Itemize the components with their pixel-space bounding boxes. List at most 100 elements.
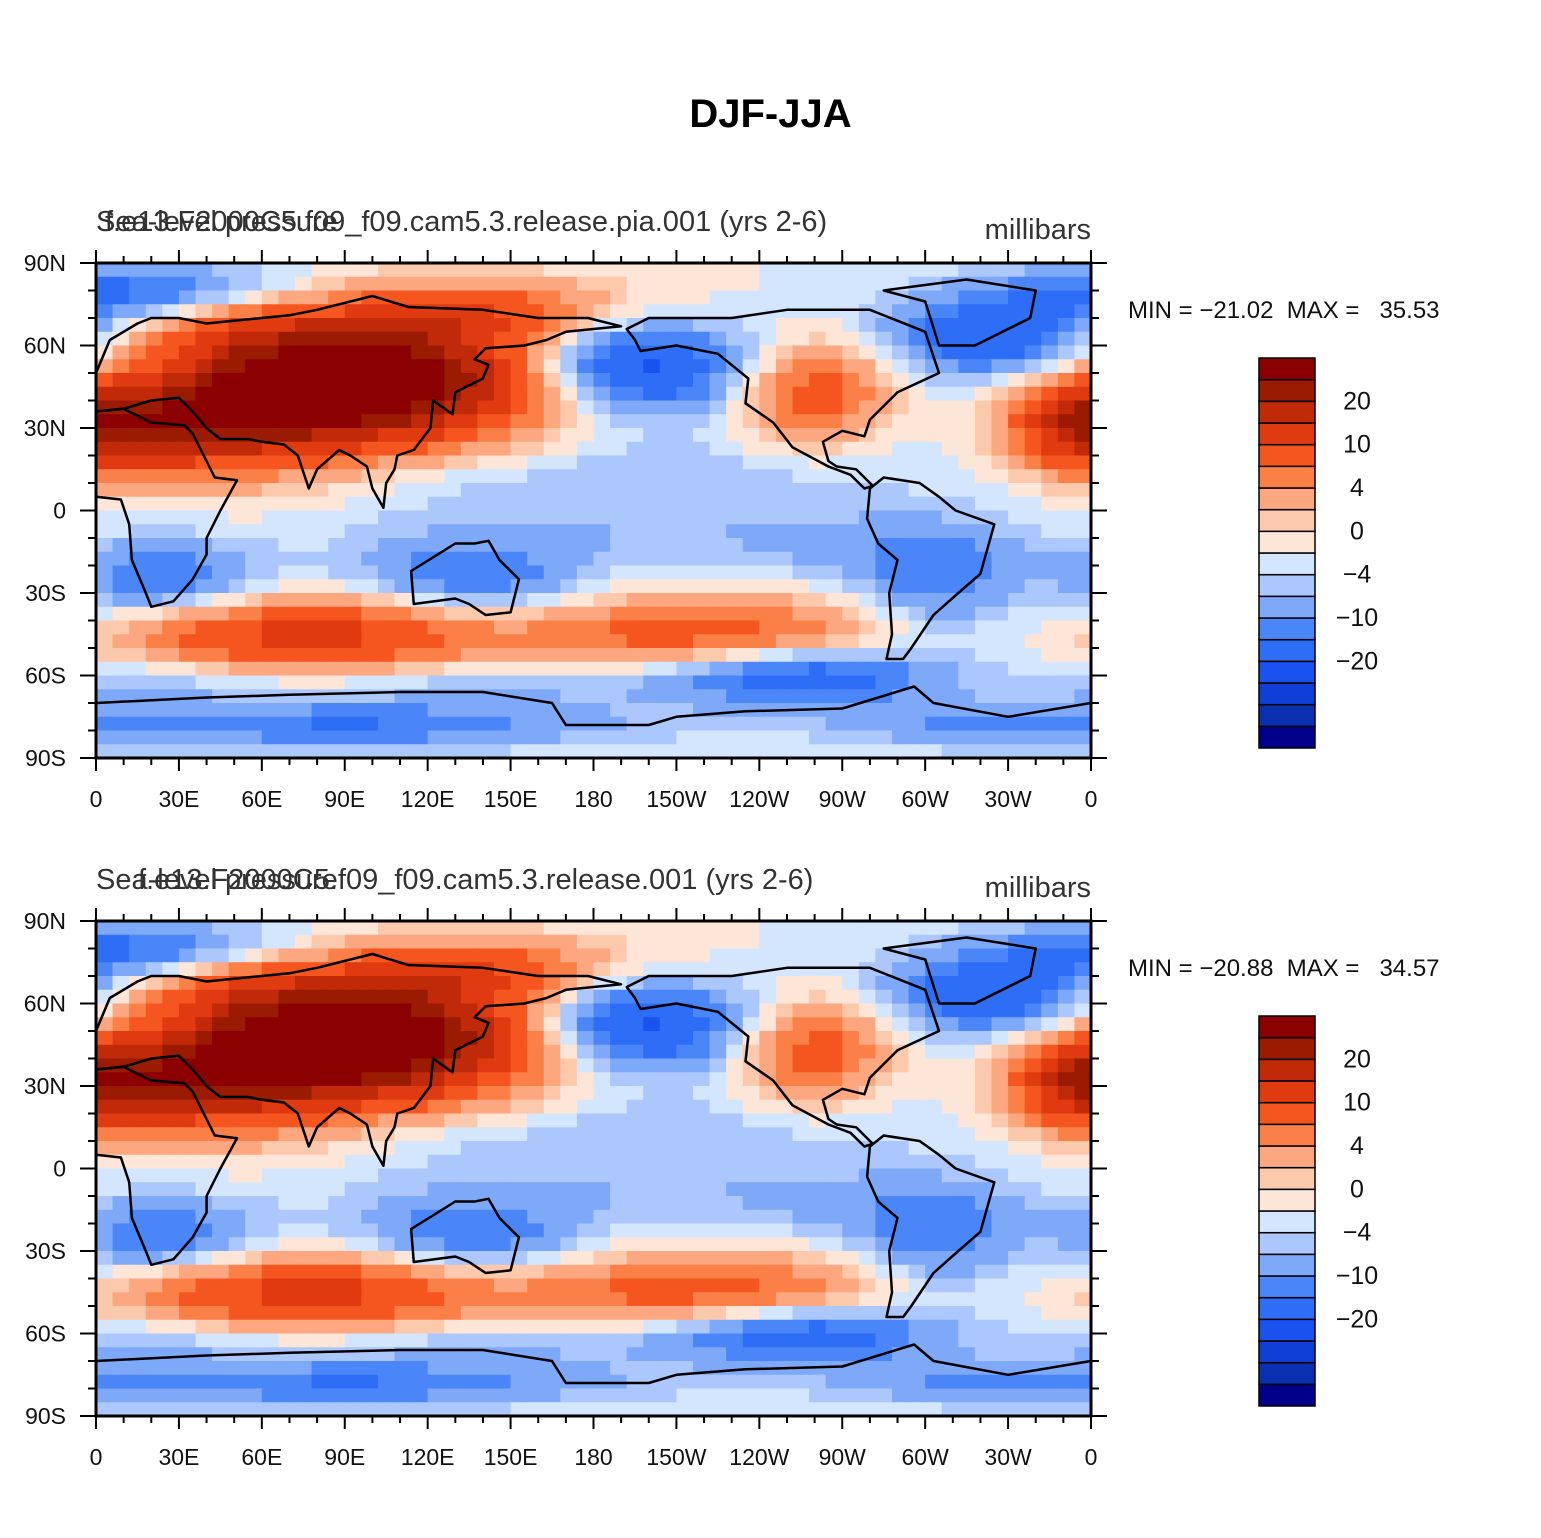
field-cell — [494, 620, 512, 635]
colorbar-swatch — [1258, 1340, 1316, 1364]
field-cell — [892, 400, 910, 415]
field-cell — [576, 703, 595, 718]
field-cell — [129, 1402, 147, 1416]
field-cell — [145, 524, 163, 539]
field-cell — [1008, 1347, 1026, 1362]
field-cell — [261, 1003, 280, 1018]
field-cell — [510, 675, 528, 690]
field-cell — [659, 1251, 678, 1266]
field-cell — [444, 428, 462, 443]
field-cell — [460, 510, 479, 525]
field-cell — [195, 483, 213, 498]
field-cell — [96, 1099, 114, 1115]
field-cell — [1008, 290, 1026, 305]
field-cell — [775, 455, 794, 470]
field-cell — [908, 620, 926, 635]
field-cell — [394, 1292, 412, 1307]
field-cell — [162, 1182, 180, 1197]
field-cell — [693, 386, 711, 402]
field-cell — [444, 551, 462, 567]
field-cell — [892, 634, 910, 649]
field-cell — [311, 1086, 329, 1101]
field-cell — [527, 606, 545, 622]
field-cell — [427, 1017, 445, 1032]
field-cell — [676, 1154, 694, 1170]
field-cell — [1024, 455, 1042, 470]
field-cell — [228, 921, 246, 936]
field-cell — [212, 989, 230, 1005]
field-cell — [377, 428, 396, 443]
field-cell — [295, 744, 313, 758]
field-cell — [643, 648, 661, 663]
field-cell — [842, 1292, 860, 1307]
field-cell — [394, 1264, 412, 1280]
field-cell — [875, 1361, 893, 1376]
field-cell — [328, 1251, 346, 1266]
field-cell — [228, 455, 246, 470]
field-cell — [908, 373, 926, 388]
field-cell — [162, 1031, 180, 1046]
field-cell — [643, 469, 661, 484]
field-cell — [1057, 304, 1076, 319]
field-cell — [311, 1306, 329, 1321]
field-cell — [709, 1264, 727, 1280]
field-cell — [560, 1223, 578, 1238]
field-cell — [626, 1141, 644, 1156]
field-cell — [212, 1361, 230, 1376]
field-cell — [195, 318, 213, 333]
field-cell — [328, 1361, 346, 1376]
field-cell — [377, 1168, 396, 1183]
field-cell — [377, 345, 396, 360]
field-cell — [809, 579, 827, 594]
field-cell — [842, 1278, 860, 1293]
field-cell — [411, 1113, 429, 1128]
field-cell — [709, 1347, 727, 1362]
field-cell — [543, 634, 561, 649]
field-cell — [676, 989, 694, 1005]
field-cell — [261, 606, 280, 622]
field-cell — [974, 428, 993, 443]
field-cell — [212, 1182, 230, 1197]
field-cell — [974, 1003, 993, 1018]
field-cell — [775, 1058, 794, 1073]
field-cell — [1024, 606, 1042, 622]
field-cell — [212, 620, 230, 635]
field-cell — [394, 1113, 412, 1128]
field-cell — [245, 373, 263, 388]
field-cell — [991, 1196, 1009, 1211]
field-cell — [925, 921, 943, 936]
field-cell — [295, 1361, 313, 1376]
field-cell — [145, 400, 163, 415]
field-cell — [1041, 483, 1059, 498]
field-cell — [328, 359, 346, 374]
field-cell — [1008, 428, 1026, 443]
field-cell — [444, 290, 462, 305]
field-cell — [576, 744, 595, 758]
field-cell — [709, 934, 727, 950]
field-cell — [892, 620, 910, 635]
field-cell — [742, 689, 760, 704]
field-cell — [1008, 1072, 1026, 1087]
field-cell — [295, 1306, 313, 1321]
field-cell — [477, 1182, 495, 1197]
field-cell — [178, 1347, 197, 1362]
field-cell — [610, 565, 628, 580]
field-cell — [709, 948, 727, 963]
field-cell — [626, 1388, 644, 1403]
field-cell — [178, 1017, 197, 1032]
field-cell — [178, 948, 197, 963]
field-cell — [875, 1292, 893, 1307]
field-cell — [394, 496, 412, 512]
field-cell — [709, 593, 727, 608]
field-cell — [560, 345, 578, 360]
colorbar-swatch — [1258, 400, 1316, 424]
field-cell — [1041, 1223, 1059, 1238]
field-cell — [228, 1031, 246, 1046]
field-cell — [576, 359, 595, 374]
field-cell — [328, 744, 346, 758]
field-cell — [527, 1209, 545, 1225]
field-cell — [892, 263, 910, 278]
field-cell — [610, 1361, 628, 1376]
colorbar-label: −10 — [1336, 604, 1378, 632]
field-cell — [742, 1196, 760, 1211]
